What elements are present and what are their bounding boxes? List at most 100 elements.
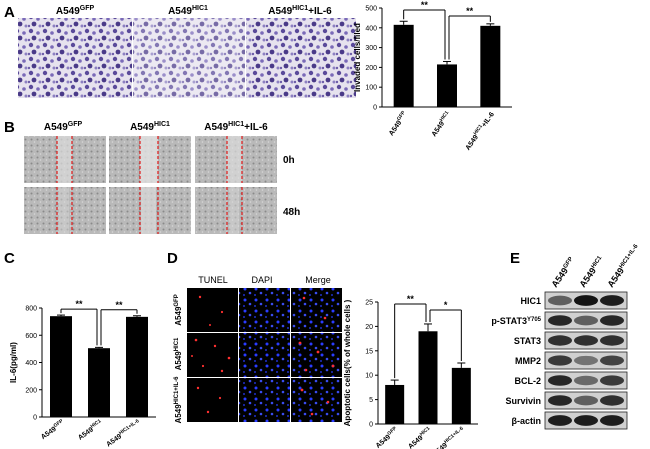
panel-b-row-0h: 0h (283, 155, 295, 166)
blot-protein-label: β-actin (512, 416, 542, 426)
panel-a-category-label: A549HIC1 (429, 110, 453, 138)
blot-band (548, 355, 572, 366)
panel-a-bar-chart: 0 100 200 300 400 500 Invaded cells/filed A549G… (353, 0, 512, 152)
panel-d-column-labels: TUNEL DAPI Merge (198, 275, 331, 285)
panel-a-y-tick-label: 0 (373, 105, 377, 112)
wound-edge-lines (56, 136, 243, 234)
blot-band (574, 295, 598, 306)
blot-band (574, 315, 598, 326)
panel-c-bar (126, 316, 148, 417)
panel-e-column-labels: A549GFP A549HIC1 A549HIC1+IL-6 (549, 242, 642, 289)
blot-band (600, 335, 624, 346)
panel-d-category-label: A549HIC1 (406, 426, 433, 449)
panel-d-significance-label: * (444, 300, 448, 310)
micrograph-a549-gfp (18, 18, 132, 98)
panel-d-bar (385, 384, 405, 424)
tunel-gfp (187, 288, 238, 332)
panel-c-y-tick-label: 800 (25, 306, 37, 313)
panel-c-y-tick-label: 200 (25, 387, 37, 394)
blot-band (574, 415, 598, 426)
blot-protein-label: p-STAT3Y705 (491, 316, 541, 326)
panel-d-y-axis-label: Apoptotic cells(% of whole cells ) (343, 299, 352, 426)
blot-band (548, 415, 572, 426)
merge-hic1 (291, 333, 342, 377)
blot-band (600, 375, 624, 386)
panel-d-letter: D (167, 250, 178, 267)
blot-protein-label: HIC1 (520, 296, 541, 306)
blot-band (548, 395, 572, 406)
panel-b-label-2: A549HIC1 (130, 121, 170, 133)
tunel-hic1-il6 (187, 378, 238, 422)
panel-d-bar-chart: 0 5 10 15 20 25 Apoptotic cells(% of whole cel… (343, 294, 478, 449)
panel-d-significance-label: ** (407, 294, 415, 304)
panel-a-label-3: A549HIC1+IL-6 (268, 5, 332, 17)
panel-a-y-tick-label: 100 (365, 85, 377, 92)
panel-d-col-merge: Merge (305, 275, 331, 285)
panel-c-letter: C (4, 250, 15, 267)
panel-d-y-tick-label: 25 (365, 300, 373, 307)
merge-hic1-il6 (291, 378, 342, 422)
dapi-hic1 (239, 333, 290, 377)
micrograph-a549-hic1-il6 (246, 18, 356, 98)
panel-b-letter: B (4, 119, 15, 136)
blot-band (600, 395, 624, 406)
panel-d-bar (451, 367, 471, 424)
panel-d-row-labels: A549GFP A549HIC1 A549HIC1+IL-6 (174, 294, 183, 423)
panel-d-y-tick-label: 5 (369, 397, 373, 404)
blot-band (600, 355, 624, 366)
panel-c-bar-chart: 0 200 400 600 800 IL-6(pg/ml) A549GFP A549HIC1A… (9, 299, 156, 449)
panel-e-col-gfp: A549GFP (549, 256, 577, 289)
panel-a-letter: A (4, 4, 15, 21)
panel-a-category-label: A549GFP (386, 109, 409, 137)
panel-c-significance-label: ** (115, 300, 123, 310)
blot-band (548, 315, 572, 326)
panel-a-category-label: A549HIC1+IL-6 (463, 110, 496, 152)
panel-a-label-2: A549HIC1 (168, 5, 208, 17)
blot-band (574, 375, 598, 386)
micrograph-a549-hic1 (133, 18, 245, 98)
blot-band (574, 355, 598, 366)
panel-d-fluorescence-images (187, 288, 342, 422)
panel-c-y-axis-label: IL-6(pg/ml) (9, 342, 18, 383)
blot-band (548, 375, 572, 386)
merge-gfp (291, 288, 342, 332)
blot-band (574, 335, 598, 346)
panel-e-col-hic1-il6: A549HIC1+IL-6 (605, 242, 642, 289)
panel-c-category-label: A549HIC1 (76, 418, 104, 442)
panel-d-row-hic1-il6: A549HIC1+IL-6 (174, 376, 183, 424)
panel-a-bar (437, 64, 457, 107)
panel-a-significance-label: ** (421, 0, 429, 10)
panel-b-row-48h: 48h (283, 207, 300, 218)
panel-a-y-tick-label: 400 (365, 25, 377, 32)
panel-a-y-tick-label: 500 (365, 6, 377, 13)
panel-a-y-tick-label: 200 (365, 65, 377, 72)
panel-d-category-label: A549HIC1+IL-6 (430, 425, 467, 449)
panel-a-significance-label: ** (466, 6, 474, 16)
panel-d-y-tick-label: 15 (365, 348, 373, 355)
panel-a-y-axis-label: Invaded cells/filed (353, 23, 362, 92)
blot-protein-label: Survivin (505, 396, 541, 406)
panel-b-label-1: A549GFP (44, 121, 83, 133)
panel-a-bar (393, 24, 414, 107)
panel-c-y-tick-label: 0 (33, 415, 37, 422)
blot-band (548, 295, 572, 306)
tunel-hic1 (187, 333, 238, 377)
dapi-hic1-il6 (239, 378, 290, 422)
panel-a-micrographs (18, 18, 356, 98)
panel-d-y-tick-label: 10 (365, 373, 373, 380)
panel-e-col-hic1: A549HIC1 (577, 254, 606, 289)
panel-c-category-label: A549GFP (39, 418, 67, 441)
panel-a-bar (480, 25, 501, 107)
blot-band (574, 395, 598, 406)
panel-d-category-label: A549GFP (373, 425, 400, 449)
blot-protein-label: BCL-2 (515, 376, 542, 386)
blot-protein-label: STAT3 (514, 336, 541, 346)
blot-band (548, 335, 572, 346)
panel-d-row-gfp: A549GFP (174, 294, 183, 325)
tunel-positive-dots (191, 295, 335, 416)
panel-b-label-3: A549HIC1+IL-6 (204, 121, 268, 133)
panel-d-y-tick-label: 20 (365, 324, 373, 331)
panel-c-bar (50, 316, 72, 417)
panel-e-western-blot: HIC1 p-STAT3Y705 STAT3 MMP2 BCL-2 Survivin β-a… (491, 291, 628, 430)
